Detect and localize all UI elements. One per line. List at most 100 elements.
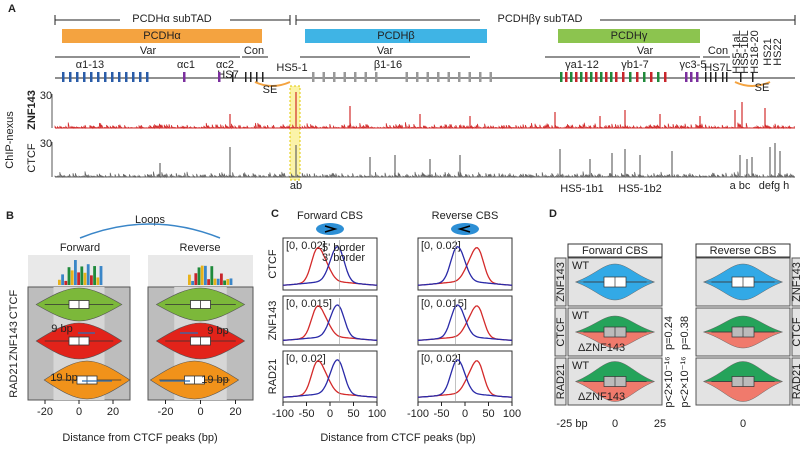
cbs-arrow (457, 225, 471, 233)
gene-tick (69, 72, 72, 82)
row-label: ZNF143 (267, 301, 279, 341)
row-label: CTCF (8, 290, 20, 320)
row-strip (554, 357, 567, 406)
track-scale: 30 (40, 90, 52, 102)
label-bg (120, 12, 230, 26)
gene-tick (62, 72, 65, 82)
profile-curve (282, 359, 378, 398)
gene-tick (256, 72, 258, 82)
region-label: Var (637, 45, 654, 57)
motif-logo (70, 270, 74, 285)
cbs-icon (451, 223, 479, 235)
range-label: [0, 0.015] (421, 298, 467, 310)
motif-logo (188, 274, 191, 285)
x-tick-label: 0 (462, 408, 468, 420)
motif-logo (223, 280, 226, 285)
motif-logo (64, 280, 68, 285)
gene-tick (740, 72, 742, 82)
plot-frame (282, 350, 378, 403)
profile-curve (417, 245, 513, 286)
gene-label: αc1 (177, 59, 195, 71)
hs-label: HS5-1bL (739, 30, 751, 73)
cluster-bar (62, 29, 262, 43)
gene-tick (97, 72, 100, 82)
motif-logo (77, 272, 80, 285)
p-value: p=0.24 (663, 316, 675, 350)
site-label: HS5-1b1 (560, 183, 603, 195)
track-label: ZNF143 (26, 90, 38, 130)
row-strip (554, 257, 567, 307)
motif-logo (191, 280, 194, 285)
violin (575, 381, 655, 402)
gene-tick (565, 72, 568, 82)
hs-label: HS18-20 (749, 30, 761, 73)
x-tick-label: -100 (272, 408, 294, 420)
gene-tick (132, 72, 135, 82)
x-tick-label: -25 bp (556, 418, 587, 430)
row-label: ZNF143 (555, 262, 567, 302)
gene-label: γa1-12 (565, 59, 599, 71)
row-strip (791, 357, 800, 406)
hs-label: HS22 (772, 38, 784, 66)
track-signal (54, 122, 795, 130)
gene-label: HS7 (217, 69, 238, 81)
motif-logo (200, 265, 204, 285)
track-group-label: ChIP-nexus (4, 111, 16, 169)
gene-tick (333, 72, 336, 82)
gene-label: αc2 (216, 59, 234, 71)
gene-tick (595, 72, 598, 82)
gene-label: α1-13 (76, 59, 104, 71)
x-tick-label: -50 (434, 408, 450, 420)
gene-tick (685, 72, 688, 82)
violin (575, 315, 655, 333)
condition-label: ΔZNF143 (578, 391, 625, 403)
gene-tick (262, 72, 264, 82)
site-label: HS5-1b2 (618, 183, 661, 195)
gene-tick (343, 72, 346, 82)
motif-logo (204, 265, 207, 285)
violin (703, 281, 783, 301)
panel-letter: A (8, 3, 16, 15)
profile-curve (282, 245, 378, 286)
gene-tick (447, 72, 450, 82)
plot-frame (282, 237, 378, 291)
x-tick-label: 50 (482, 408, 494, 420)
violin (575, 281, 655, 301)
x-tick-label: 100 (503, 408, 521, 420)
gene-tick (489, 72, 492, 82)
motif-logo (99, 266, 103, 285)
gene-tick (111, 72, 114, 82)
gene-tick (322, 72, 325, 82)
gene-tick (405, 72, 408, 82)
gene-tick (690, 72, 693, 82)
motif-logo (61, 274, 64, 285)
motif-logo (197, 267, 201, 285)
range-label: [0, 0.02] (286, 240, 326, 252)
x-tick-label: -20 (158, 406, 174, 418)
gene-tick (218, 72, 221, 82)
track-signal (54, 171, 795, 179)
gene-tick (590, 72, 593, 82)
legend-label: 5' border (322, 242, 365, 254)
gene-tick (312, 72, 315, 82)
panel-letter: B (6, 210, 14, 222)
profile-curve (282, 304, 378, 341)
row-label: RAD21 (267, 359, 279, 394)
column-header (567, 243, 663, 258)
gene-tick (479, 72, 482, 82)
region-label: Var (140, 45, 157, 57)
gene-tick (615, 72, 618, 82)
cluster-bar (305, 29, 487, 43)
track-scale: 30 (40, 138, 52, 150)
column-title: Reverse CBS (432, 210, 499, 222)
gene-tick (139, 72, 142, 82)
gene-tick (580, 72, 583, 82)
motif-logo (93, 266, 96, 285)
violin (575, 263, 655, 283)
hs-label: HS21 (762, 38, 774, 66)
gene-tick (125, 72, 128, 82)
gene-tick (643, 72, 646, 82)
motif-logo (226, 278, 230, 285)
x-tick-label: 20 (229, 406, 241, 418)
